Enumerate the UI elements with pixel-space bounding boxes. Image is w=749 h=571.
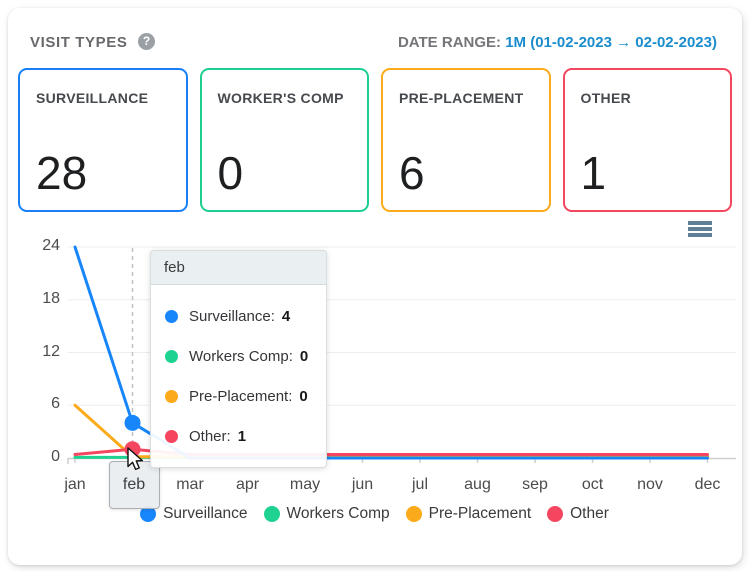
legend-item-pre-placement[interactable]: Pre-Placement xyxy=(405,505,532,523)
x-axis-tick-label: mar xyxy=(176,476,204,493)
x-axis-tick-label: aug xyxy=(464,476,491,493)
card-surveillance: SURVEILLANCE 28 xyxy=(18,68,188,212)
surveillance-dot-icon xyxy=(165,309,178,323)
y-axis-tick-label: 18 xyxy=(42,289,60,307)
stat-cards: SURVEILLANCE 28 WORKER'S COMP 0 PRE-PLAC… xyxy=(18,68,732,212)
x-axis-tick-label: jun xyxy=(351,476,374,493)
y-axis-tick-label: 12 xyxy=(42,342,60,360)
card-label: OTHER xyxy=(580,90,631,106)
legend-item-surveillance[interactable]: Surveillance xyxy=(140,505,248,523)
chart-menu-icon[interactable] xyxy=(688,221,712,239)
surveillance-dot-icon xyxy=(140,506,157,522)
x-axis-tick-label: jan xyxy=(64,476,86,493)
card-label: SURVEILLANCE xyxy=(36,90,149,106)
card-label: WORKER'S COMP xyxy=(217,90,344,106)
workers-comp-dot-icon xyxy=(263,506,280,522)
x-axis-tick-label: sep xyxy=(522,476,548,493)
date-range: DATE RANGE: 1M (01-02-2023 → 02-02-2023) xyxy=(398,34,717,51)
tooltip-row: Workers Comp: 0 xyxy=(165,336,314,376)
y-axis-tick-label: 24 xyxy=(42,237,60,254)
legend-item-workers-comp[interactable]: Workers Comp xyxy=(263,505,390,523)
date-range-label: DATE RANGE: xyxy=(397,34,502,51)
legend-label: Pre-Placement xyxy=(428,505,532,522)
legend-label: Surveillance xyxy=(163,505,248,522)
tooltip-row: Pre-Placement: 0 xyxy=(165,376,314,416)
tooltip-value: 0 xyxy=(299,347,309,365)
legend-label: Workers Comp xyxy=(286,505,390,522)
tooltip-title: feb xyxy=(150,250,327,285)
tooltip-value: 1 xyxy=(237,427,247,445)
card-value: 1 xyxy=(580,147,607,200)
tooltip-label: Surveillance: xyxy=(189,307,275,325)
crosshair-month-label: feb xyxy=(108,461,160,509)
other-dot-icon xyxy=(547,506,564,522)
workers-comp-dot-icon xyxy=(165,349,178,363)
tooltip-body: Surveillance: 4 Workers Comp: 0 Pre-Plac… xyxy=(150,285,327,468)
card-value: 28 xyxy=(36,147,88,200)
tooltip-label: Workers Comp: xyxy=(189,347,293,365)
tooltip-value: 4 xyxy=(281,307,291,325)
tooltip-label: Pre-Placement: xyxy=(189,387,293,405)
y-axis-tick-label: 0 xyxy=(51,448,60,465)
card-other: OTHER 1 xyxy=(562,68,732,212)
y-axis-tick-label: 6 xyxy=(51,395,60,413)
x-axis-tick-label: jul xyxy=(411,476,428,493)
mouse-cursor-icon xyxy=(127,447,144,471)
other-dot-icon xyxy=(165,429,178,443)
legend-item-other[interactable]: Other xyxy=(547,505,609,523)
card-label: PRE-PLACEMENT xyxy=(399,90,524,106)
tooltip-label: Other: xyxy=(189,427,231,445)
chart-tooltip: feb Surveillance: 4 Workers Comp: 0 Pre-… xyxy=(150,250,327,468)
tooltip-row: Other: 1 xyxy=(165,416,314,456)
x-axis-tick-label: nov xyxy=(637,476,663,493)
tooltip-value: 0 xyxy=(299,387,308,405)
x-axis-tick-label: apr xyxy=(235,476,260,493)
help-icon[interactable]: ? xyxy=(138,33,155,50)
card-pre-placement: PRE-PLACEMENT 6 xyxy=(381,68,551,212)
tooltip-row: Surveillance: 4 xyxy=(165,296,314,336)
pre-placement-dot-icon xyxy=(405,506,422,522)
chart-legend: Surveillance Workers Comp Pre-Placement … xyxy=(0,505,749,523)
x-axis-tick-label: dec xyxy=(694,476,721,493)
date-range-value[interactable]: 1M (01-02-2023 → 02-02-2023) xyxy=(505,34,717,51)
pre-placement-dot-icon xyxy=(165,389,178,403)
x-axis-tick-label: may xyxy=(289,476,321,493)
card-value: 0 xyxy=(217,147,244,200)
card-value: 6 xyxy=(399,147,425,200)
x-axis-tick-label: oct xyxy=(581,476,604,493)
page-title: VISIT TYPES xyxy=(30,34,128,51)
legend-label: Other xyxy=(570,505,609,522)
card-workers-comp: WORKER'S COMP 0 xyxy=(199,68,369,212)
